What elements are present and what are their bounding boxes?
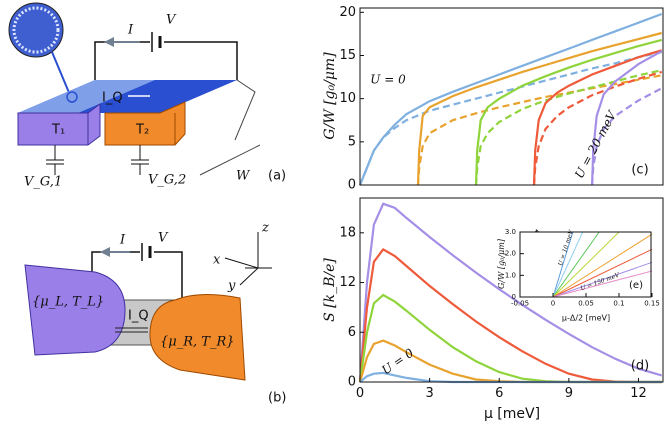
panel-label: (d)	[631, 359, 649, 374]
y-tick-label: 6	[348, 325, 356, 340]
y-tick-label: 12	[339, 275, 356, 290]
annotation: U = 0	[379, 345, 416, 377]
label: I_Q	[102, 91, 123, 106]
series-line	[358, 50, 662, 186]
label: V	[158, 231, 169, 246]
pointer	[51, 51, 71, 96]
x-tick-label: -0.05	[511, 299, 529, 307]
label: x	[213, 253, 221, 268]
y-axis-label: S [k_B/e]	[322, 258, 338, 322]
series-line	[532, 49, 663, 186]
width-arrow	[199, 144, 261, 176]
y-axis-label: G/W [g₀/μm]	[322, 52, 338, 140]
circuit-wire	[91, 251, 183, 298]
annotation: U = 0	[370, 73, 406, 87]
diagram-b: I V {μ_L, T_L} I_Q {μ_R, T_R} z x y (b)	[24, 221, 286, 406]
label: I	[119, 233, 126, 248]
y-tick-label: 5	[348, 134, 356, 149]
y-tick-label: 0	[348, 178, 356, 193]
circuit-wire	[94, 41, 238, 80]
x-tick-label: 0.1	[613, 299, 624, 307]
plot-frame	[359, 197, 664, 383]
plot-frame	[359, 7, 664, 186]
label: T₂	[135, 123, 149, 138]
y-tick-label: 15	[339, 48, 356, 63]
x-tick-label: 0.15	[644, 299, 660, 307]
label: T₁	[51, 123, 65, 138]
series-line	[552, 233, 653, 298]
y-tick-label: 10	[339, 91, 356, 106]
graphene-sheet-light	[18, 80, 155, 113]
label: y	[227, 279, 236, 294]
series-line	[358, 202, 663, 383]
width-bracket	[234, 79, 256, 141]
y-tick-label: 2.0	[505, 250, 516, 258]
series-line	[591, 50, 663, 186]
y-tick-label: 0	[348, 375, 356, 390]
x-tick-label: 0	[551, 299, 555, 307]
label: W	[236, 169, 251, 184]
arrowhead	[104, 37, 114, 47]
series-line	[474, 69, 662, 186]
series-line	[591, 87, 663, 186]
lead-right	[104, 101, 186, 146]
arrowhead	[100, 247, 110, 257]
series-line	[416, 31, 662, 186]
lattice	[12, 6, 60, 54]
diagram-a: I V I_Q T₁ T₂ W V_G,1 V_G,2 (a)	[8, 2, 286, 190]
chart: 01.02.03.0-0.05 0 0.05 0.1 0.15G/W [g₀/μm]μ-…	[497, 228, 660, 323]
panel-label: (b)	[268, 391, 286, 406]
label: I_Q	[128, 309, 149, 324]
series-line	[358, 293, 662, 384]
y-tick-label: 3.0	[505, 228, 516, 236]
panel-label: (c)	[631, 163, 648, 178]
series-line	[358, 247, 662, 384]
panel-label: (e)	[629, 280, 643, 291]
x-tick-label: 9	[565, 386, 573, 401]
label: {μ_L, T_L}	[32, 295, 104, 310]
x-tick-label: 6	[495, 386, 503, 401]
lattice-inset	[8, 2, 64, 58]
reservoir-right	[149, 293, 246, 381]
label: I	[127, 23, 134, 38]
label: V	[166, 13, 177, 28]
y-tick-label: 1.0	[505, 271, 516, 279]
series-line	[532, 70, 663, 186]
panel-label: (a)	[268, 169, 286, 184]
axis	[224, 257, 259, 269]
marker	[66, 91, 78, 103]
label: V_G,1	[24, 175, 62, 190]
series-line	[552, 270, 653, 298]
series-line	[552, 231, 584, 298]
series-line	[552, 231, 574, 298]
x-tick-label: 0	[356, 386, 364, 401]
label: {μ_R, T_R}	[160, 335, 235, 350]
series-line	[552, 231, 600, 298]
x-tick-label: 3	[425, 386, 433, 401]
series-line	[552, 231, 620, 298]
x-tick-label: 12	[630, 386, 647, 401]
reservoir-left	[24, 264, 126, 356]
series-line	[552, 261, 653, 298]
x-tick-label: 0.05	[578, 299, 594, 307]
y-tick-label: 18	[339, 225, 356, 240]
series-line	[358, 12, 663, 186]
y-axis-label: G/W [g₀/μm]	[497, 238, 506, 289]
y-tick-label: 0	[512, 293, 516, 301]
label: V_G,2	[148, 173, 186, 188]
series-line	[474, 38, 662, 186]
x-axis-label: μ [meV]	[484, 406, 540, 422]
axis	[239, 267, 259, 286]
series-line	[552, 248, 653, 298]
x-axis-label: μ-Δ/2 [meV]	[562, 314, 610, 323]
label: z	[261, 221, 269, 236]
y-tick-label: 20	[339, 5, 356, 20]
